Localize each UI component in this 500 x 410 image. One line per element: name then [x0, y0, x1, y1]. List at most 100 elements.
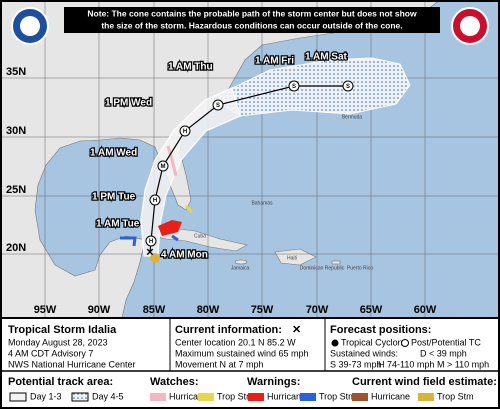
legend-heading: Potential track area:	[8, 376, 113, 388]
trop-stm-warning	[120, 236, 137, 247]
forecast-point	[288, 80, 300, 92]
date: Monday August 28, 2023	[8, 337, 108, 347]
trop-stm-warning	[171, 234, 179, 242]
jamaica	[234, 259, 248, 265]
place-label: Bermuda	[342, 114, 363, 120]
time-label: 1 AM Wed	[90, 148, 137, 159]
forecast-point	[157, 160, 169, 172]
legend-heading: Current wind field estimate:	[352, 376, 497, 388]
swatch	[418, 393, 434, 401]
legend-item: Day 1-3	[30, 391, 62, 401]
forecast-key: Sustained winds:	[330, 348, 398, 358]
forecast-point	[342, 80, 354, 92]
lat-label: 30N	[6, 125, 26, 137]
forecast-symbol: M	[161, 164, 166, 170]
current-line: Center location 20.1 N 85.2 W	[175, 337, 296, 347]
cone-day-4-5	[210, 57, 411, 117]
place-label: Cuba	[194, 233, 206, 239]
lat-label: 35N	[6, 66, 26, 78]
forecast-symbol: H	[153, 198, 157, 204]
swatch	[248, 393, 264, 401]
legend-item: Hurricane	[371, 391, 410, 401]
forecast-heading: Forecast positions:	[330, 324, 431, 336]
note: the size of the storm. Hazardous conditi…	[101, 20, 402, 30]
forecast-key: Tropical Cyclone	[341, 337, 408, 347]
swatch	[71, 392, 89, 402]
legend-item: Trop Stm	[437, 391, 474, 401]
hispaniola	[274, 248, 317, 266]
legend-item: Trop Stm	[217, 391, 254, 401]
forecast-symbol: H	[183, 129, 187, 135]
lat-label: 20N	[6, 242, 26, 254]
graticule	[0, 0, 500, 318]
swatch	[198, 393, 214, 401]
forecast-point	[145, 235, 157, 247]
tc-symbol	[331, 339, 339, 347]
track-line	[149, 85, 348, 254]
advisory: 4 AM CDT Advisory 7	[8, 348, 93, 358]
lon-label: 65W	[360, 304, 383, 316]
swatch	[150, 393, 166, 401]
forecast-point	[149, 194, 161, 206]
ptc-symbol	[401, 339, 409, 347]
forecast-symbol: S	[216, 103, 220, 109]
swatch	[352, 393, 368, 401]
place-label: Bahamas	[251, 200, 273, 206]
wind-field	[150, 253, 160, 263]
trop-stm-watch	[184, 204, 194, 214]
storm-name: Tropical Storm Idalia	[8, 324, 117, 336]
time-label: 1 PM Wed	[105, 98, 152, 109]
lon-label: 90W	[88, 304, 111, 316]
legend-item: Trop Stm	[319, 391, 356, 401]
legend-heading: Watches:	[150, 376, 199, 388]
lon-label: 85W	[143, 304, 166, 316]
time-label: 1 AM Fri	[255, 56, 294, 67]
forecast-key: H 74-110 mph	[378, 359, 434, 369]
forecast-key: S 39-73 mph	[330, 359, 382, 369]
legend-item: Hurricane	[169, 391, 208, 401]
current-line: Movement N at 7 mph	[175, 359, 264, 369]
current-position: ✕	[146, 248, 154, 259]
lat-label: 25N	[6, 184, 26, 196]
forecast-key: D < 39 mph	[420, 348, 467, 358]
map: H H M H S S S ✕ 35N 30N 25N 20N 95W 90W 85W 80W 75W 70W…	[0, 0, 500, 319]
lon-label: 80W	[197, 304, 220, 316]
lon-label: 60W	[414, 304, 437, 316]
note: Note: The cone contains the probable pat…	[87, 8, 417, 18]
puerto-rico	[331, 260, 341, 265]
place-label: Dominican Republic	[300, 265, 345, 271]
nws-logo	[460, 16, 480, 36]
time-label: 1 AM Tue	[96, 219, 140, 230]
noaa-logo	[20, 16, 40, 36]
forecast-symbol: S	[346, 84, 350, 90]
hurricane-warning	[158, 220, 182, 236]
current-line: Maximum sustained wind 65 mph	[175, 348, 309, 358]
legend-panel: Tropical Storm Idalia Monday August 28, …	[0, 317, 500, 409]
forecast-point	[212, 99, 224, 111]
hurricane-watch	[166, 145, 178, 177]
place-label: Jamaica	[231, 265, 250, 271]
forecast-key: Post/Potential TC	[411, 337, 481, 347]
lon-label: 70W	[306, 304, 329, 316]
swatch	[9, 392, 27, 402]
legend-item: Hurricane	[267, 391, 306, 401]
time-label: 4 AM Mon	[161, 250, 208, 261]
forecast-symbol: H	[149, 239, 153, 245]
time-label: 1 AM Thu	[168, 62, 213, 73]
place-label: Puerto Rico	[347, 265, 373, 271]
forecast-symbol: S	[292, 84, 296, 90]
legend-heading: Warnings:	[247, 376, 300, 388]
current-marker: ✕	[292, 324, 301, 336]
legend-item: Day 4-5	[92, 391, 124, 401]
current-heading: Current information:	[175, 324, 282, 336]
note-banner	[64, 7, 440, 33]
lon-label: 75W	[251, 304, 274, 316]
swatch	[300, 393, 316, 401]
time-label: 1 AM Sat	[305, 52, 348, 63]
forecast-key: M > 110 mph	[437, 359, 489, 369]
time-label: 1 PM Tue	[92, 192, 136, 203]
lon-label: 95W	[34, 304, 57, 316]
forecast-point	[179, 125, 191, 137]
place-label: Haiti	[287, 255, 297, 261]
